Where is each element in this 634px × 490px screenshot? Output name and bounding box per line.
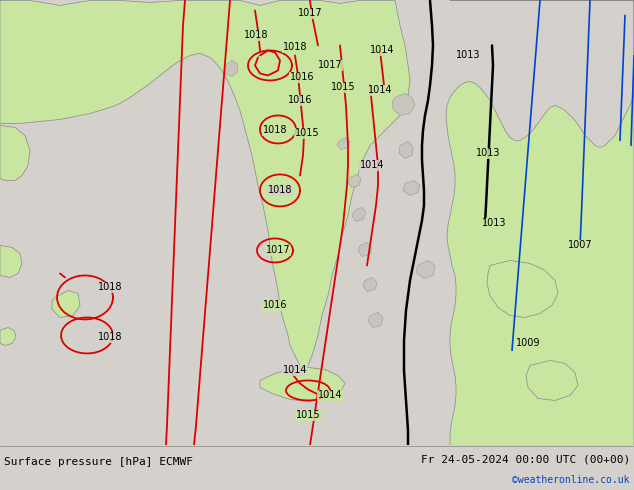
- Text: 1018: 1018: [98, 282, 122, 293]
- Polygon shape: [0, 327, 16, 345]
- Text: 1007: 1007: [567, 241, 592, 250]
- Text: 1009: 1009: [515, 339, 540, 348]
- Polygon shape: [399, 142, 413, 158]
- Polygon shape: [260, 368, 345, 401]
- Text: 1014: 1014: [318, 391, 342, 400]
- Polygon shape: [526, 361, 578, 400]
- Text: 1016: 1016: [288, 96, 313, 105]
- Polygon shape: [0, 0, 410, 375]
- Text: 1016: 1016: [262, 300, 287, 311]
- Text: 1017: 1017: [266, 245, 290, 255]
- Text: ©weatheronline.co.uk: ©weatheronline.co.uk: [512, 475, 630, 485]
- Text: 1015: 1015: [295, 128, 320, 139]
- Text: 1018: 1018: [98, 332, 122, 343]
- Polygon shape: [416, 261, 435, 278]
- Polygon shape: [352, 207, 366, 221]
- Text: 1016: 1016: [290, 73, 314, 82]
- Text: 1015: 1015: [295, 411, 320, 420]
- Text: 1014: 1014: [368, 85, 392, 96]
- Polygon shape: [403, 180, 420, 196]
- Text: 1014: 1014: [370, 46, 394, 55]
- Polygon shape: [337, 138, 350, 149]
- Text: 1017: 1017: [298, 8, 322, 19]
- Polygon shape: [348, 174, 361, 188]
- Text: 1013: 1013: [456, 50, 480, 60]
- Polygon shape: [446, 0, 634, 445]
- Text: 1018: 1018: [268, 185, 292, 196]
- Text: 1018: 1018: [262, 125, 287, 135]
- Polygon shape: [52, 291, 80, 318]
- Text: 1014: 1014: [283, 366, 307, 375]
- Text: 1015: 1015: [331, 82, 355, 93]
- Polygon shape: [487, 261, 558, 318]
- Text: 1018: 1018: [243, 30, 268, 41]
- Polygon shape: [0, 125, 30, 180]
- Text: 1018: 1018: [283, 43, 307, 52]
- Polygon shape: [392, 94, 415, 116]
- Polygon shape: [0, 245, 22, 277]
- Polygon shape: [368, 313, 383, 327]
- Text: 1013: 1013: [482, 219, 507, 228]
- Text: Surface pressure [hPa] ECMWF: Surface pressure [hPa] ECMWF: [4, 457, 193, 467]
- Polygon shape: [225, 60, 238, 76]
- Text: 1017: 1017: [318, 60, 342, 71]
- Text: 1013: 1013: [476, 148, 500, 158]
- Polygon shape: [358, 243, 372, 256]
- Text: Fr 24-05-2024 00:00 UTC (00+00): Fr 24-05-2024 00:00 UTC (00+00): [421, 455, 630, 465]
- Text: 1014: 1014: [359, 160, 384, 171]
- Polygon shape: [363, 277, 377, 292]
